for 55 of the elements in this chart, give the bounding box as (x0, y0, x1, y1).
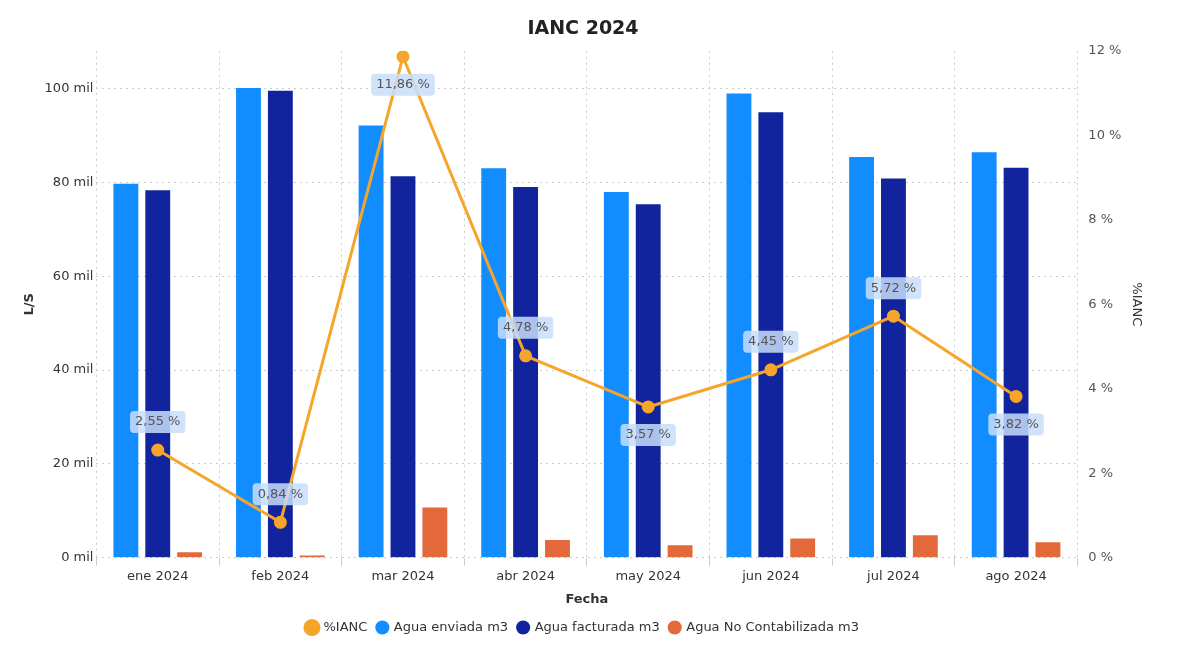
x-tick-label: jul 2024 (866, 567, 920, 583)
bar (358, 125, 384, 558)
data-label: 11,86 % (376, 76, 430, 92)
x-tick-label: ene 2024 (127, 567, 189, 583)
bar (912, 535, 938, 558)
y2-tick-label: 6 % (1088, 295, 1114, 311)
bar (390, 176, 416, 558)
point (764, 363, 778, 377)
x-axis-title: Fecha (565, 590, 609, 606)
x-tick-label: may 2024 (615, 567, 681, 583)
y-tick-label: 60 mil (52, 267, 94, 283)
x-tick-label: mar 2024 (371, 567, 435, 583)
y2-tick-label: 10 % (1088, 126, 1122, 142)
x-tick-label: jun 2024 (741, 567, 800, 583)
point (886, 309, 900, 323)
data-label: 2,55 % (135, 413, 181, 429)
data-label: 3,82 % (993, 415, 1039, 431)
bar (790, 538, 816, 558)
bar (545, 539, 570, 558)
data-label: 0,84 % (257, 485, 304, 501)
y2-tick-label: 12 % (1088, 42, 1122, 58)
y-tick-label: 100 mil (44, 79, 94, 95)
data-label: 5,72 % (870, 279, 917, 295)
chart-title: IANC 2024 (527, 16, 639, 39)
y-tick-label: 0 mil (61, 549, 94, 565)
point (273, 515, 287, 529)
y-tick-label: 40 mil (52, 361, 94, 377)
point (641, 400, 655, 414)
legend-label: %IANC (323, 618, 368, 634)
legend-label: Agua enviada m3 (393, 618, 509, 634)
x-tick-label: abr 2024 (496, 567, 555, 583)
bar (667, 545, 693, 558)
data-label: 4,78 % (502, 319, 549, 335)
bar (422, 507, 448, 558)
point (519, 349, 533, 363)
bar (849, 156, 874, 558)
bar (177, 552, 203, 558)
y-tick-label: 80 mil (52, 173, 94, 189)
x-tick-label: feb 2024 (251, 567, 310, 583)
data-label: 3,57 % (625, 426, 671, 442)
x-tick-label: ago 2024 (985, 567, 1047, 583)
data-label: 4,45 % (748, 333, 794, 349)
y2-tick-label: 8 % (1088, 211, 1114, 227)
y2-axis-title: %IANC (1129, 282, 1145, 327)
point (1009, 389, 1023, 403)
point (151, 443, 165, 457)
bar (1035, 542, 1061, 558)
y-axis-title: L/S (21, 293, 37, 316)
y2-tick-label: 2 % (1088, 464, 1114, 480)
y2-tick-label: 0 % (1088, 549, 1114, 565)
y-tick-label: 20 mil (52, 455, 94, 471)
point (396, 50, 410, 64)
legend-label: Agua No Contabilizada m3 (686, 618, 860, 634)
y2-tick-label: 4 % (1088, 380, 1114, 396)
legend-label: Agua facturada m3 (534, 618, 660, 634)
